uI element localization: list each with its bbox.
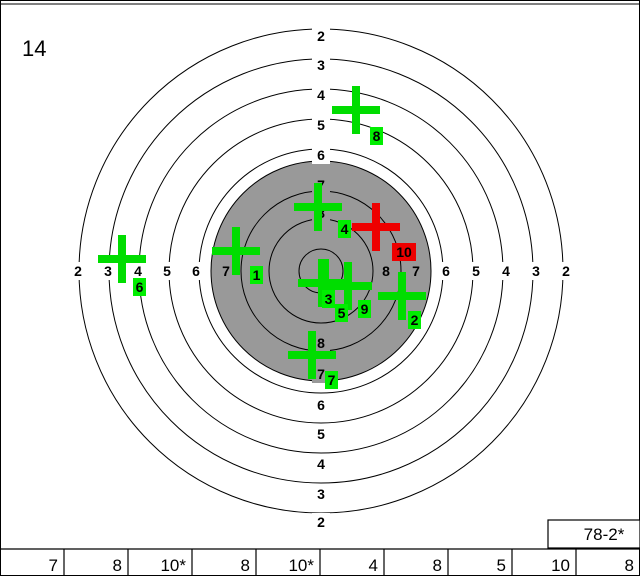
shot-10: 10 [352, 203, 416, 261]
ring-label-right: 4 [502, 263, 510, 279]
total-box [547, 519, 640, 549]
bottom-score-cell: 8 [241, 556, 250, 575]
shot-number: 1 [253, 267, 261, 283]
ring-label-left: 4 [134, 263, 142, 279]
shot-label-bg [133, 278, 146, 296]
ring-label-right: 5 [472, 263, 480, 279]
bottom-score-cell: 5 [497, 556, 506, 575]
bottom-score-cell: 8 [625, 556, 634, 575]
ring-labels: 234567887654322345678765432 [70, 27, 574, 531]
shot-7: 7 [288, 331, 338, 389]
shot-label-bg [358, 300, 371, 318]
bottom-score-cell: 10* [160, 556, 186, 575]
ring-label-bottom: 2 [317, 514, 325, 530]
shot-6: 6 [98, 235, 146, 296]
ring-label-left: 6 [192, 263, 200, 279]
shot-label-bg [392, 243, 416, 261]
shot-label-bg [322, 290, 335, 308]
bottom-score-cell: 8 [113, 556, 122, 575]
shot-1: 1 [212, 227, 263, 284]
ring-label-top: 4 [317, 87, 325, 103]
bottom-score-cell: 10 [551, 556, 570, 575]
ring-label-bottom: 4 [317, 456, 325, 472]
shot-label-bg [408, 311, 421, 329]
shot-8: 8 [332, 86, 383, 145]
ring-label-right: 6 [442, 263, 450, 279]
ring-label-bottom: 3 [317, 486, 325, 502]
shot-number: 3 [325, 291, 333, 307]
total-score: 78-2* [584, 525, 625, 544]
shot-label-bg [250, 266, 263, 284]
ring-label-top: 3 [317, 57, 325, 73]
shot-number: 10 [396, 244, 412, 260]
shot-number: 8 [373, 128, 381, 144]
bottom-score-strip: 7 8 10* 8 10* 4 8 5 10 8 [49, 549, 640, 576]
target-number: 14 [22, 36, 46, 61]
bottom-score-cell: 10* [288, 556, 314, 575]
ring-label-left: 7 [222, 263, 230, 279]
shot-number: 6 [136, 279, 144, 295]
ring-label-right: 7 [412, 263, 420, 279]
ring-label-left: 2 [74, 263, 82, 279]
shot-number: 7 [328, 372, 336, 388]
ring-label-bottom: 8 [317, 335, 325, 351]
shot-label-bg [370, 127, 383, 145]
shots-layer: 9 7 6 5 4 3 2 1 8 10 [98, 86, 426, 389]
ring-label-right: 2 [562, 263, 570, 279]
ring-label-left: 3 [104, 263, 112, 279]
shot-number: 5 [338, 305, 346, 321]
ring-label-bottom: 6 [317, 397, 325, 413]
shot-4: 4 [294, 183, 351, 238]
shot-label-bg [325, 371, 338, 389]
shot-number: 9 [361, 301, 369, 317]
shot-2: 2 [378, 272, 426, 329]
shot-number: 2 [411, 312, 419, 328]
ring-label-bottom: 7 [317, 366, 325, 382]
bottom-score-cell: 8 [433, 556, 442, 575]
ring-label-bottom: 5 [317, 426, 325, 442]
ring-label-top: 5 [317, 117, 325, 133]
ring-label-right: 3 [532, 263, 540, 279]
ring-label-top: 6 [317, 147, 325, 163]
ring-label-left: 5 [163, 263, 171, 279]
shot-label-bg [335, 304, 348, 322]
shot-3: 3 [301, 259, 349, 308]
bottom-score-cell: 7 [49, 556, 58, 575]
bottom-score-cell: 4 [369, 556, 378, 575]
shot-number: 4 [341, 221, 349, 237]
ring-label-top: 2 [317, 28, 325, 44]
ring-label-right: 8 [382, 263, 390, 279]
shot-label-bg [338, 220, 351, 238]
